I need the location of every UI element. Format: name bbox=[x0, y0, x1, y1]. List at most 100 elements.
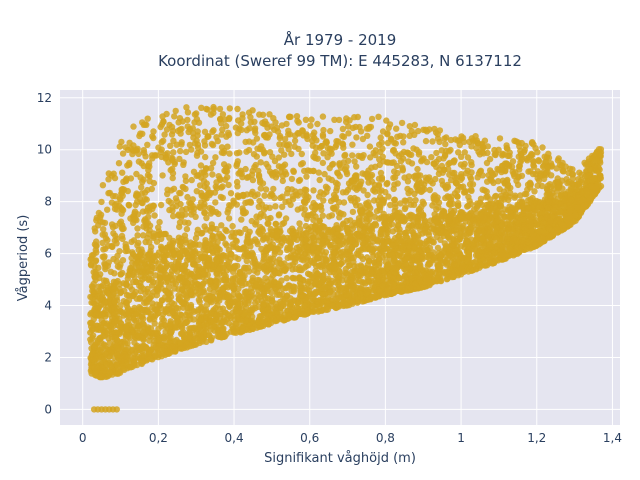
scatter-point bbox=[212, 199, 219, 206]
scatter-point bbox=[291, 137, 299, 144]
scatter-point bbox=[119, 169, 126, 176]
scatter-point bbox=[133, 192, 140, 199]
scatter-point bbox=[158, 139, 165, 146]
scatter-point bbox=[87, 256, 94, 263]
scatter-point bbox=[207, 165, 215, 172]
scatter-point bbox=[264, 220, 271, 227]
scatter-point bbox=[454, 193, 461, 200]
scatter-point bbox=[93, 238, 100, 245]
scatter-point bbox=[364, 191, 371, 199]
scatter-point bbox=[406, 222, 413, 229]
scatter-point bbox=[375, 113, 382, 121]
scatter-point bbox=[430, 239, 437, 246]
scatter-point bbox=[144, 115, 151, 122]
scatter-point bbox=[411, 131, 418, 138]
scatter-point bbox=[132, 201, 139, 209]
scatter-point bbox=[377, 169, 385, 177]
scatter-point bbox=[314, 120, 321, 128]
scatter-point bbox=[324, 154, 331, 161]
scatter-point bbox=[224, 143, 231, 150]
scatter-point bbox=[327, 127, 334, 135]
scatter-point bbox=[138, 190, 145, 197]
scatter-point bbox=[277, 194, 284, 202]
scatter-point bbox=[438, 177, 446, 185]
scatter-point bbox=[90, 251, 97, 258]
scatter-point bbox=[286, 131, 294, 138]
scatter-point bbox=[111, 202, 119, 209]
scatter-point bbox=[255, 167, 262, 175]
scatter-point bbox=[272, 203, 279, 210]
scatter-point bbox=[242, 245, 249, 253]
scatter-point bbox=[460, 138, 468, 145]
scatter-point bbox=[177, 147, 184, 155]
scatter-point bbox=[473, 137, 480, 144]
scatter-point bbox=[319, 131, 327, 138]
scatter-point bbox=[227, 190, 235, 197]
scatter-point bbox=[173, 202, 180, 210]
scatter-point bbox=[259, 119, 266, 127]
scatter-point bbox=[278, 277, 285, 284]
scatter-point bbox=[264, 124, 271, 131]
scatter-point bbox=[392, 200, 399, 207]
scatter-point bbox=[184, 109, 192, 116]
scatter-point bbox=[171, 113, 178, 120]
scatter-point bbox=[255, 173, 263, 180]
scatter-point bbox=[339, 141, 347, 148]
scatter-point bbox=[442, 194, 449, 202]
scatter-point bbox=[490, 179, 497, 187]
scatter-point bbox=[481, 137, 489, 144]
scatter-point bbox=[170, 185, 178, 192]
scatter-point bbox=[216, 105, 224, 113]
scatter-point bbox=[302, 222, 310, 230]
scatter-point bbox=[128, 254, 135, 262]
scatter-point bbox=[175, 211, 182, 218]
scatter-point bbox=[416, 205, 423, 213]
scatter-point bbox=[162, 155, 169, 162]
scatter-point bbox=[218, 149, 226, 156]
scatter-point bbox=[115, 160, 123, 167]
scatter-point bbox=[201, 128, 209, 135]
scatter-point bbox=[159, 172, 166, 179]
scatter-point bbox=[566, 165, 574, 172]
scatter-point bbox=[392, 140, 399, 147]
scatter-point bbox=[310, 167, 317, 175]
scatter-point bbox=[401, 205, 409, 213]
scatter-point bbox=[408, 151, 415, 158]
scatter-point bbox=[420, 126, 427, 133]
scatter-point bbox=[100, 254, 108, 262]
scatter-point bbox=[558, 162, 565, 169]
scatter-point bbox=[535, 157, 542, 164]
scatter-point bbox=[517, 158, 524, 166]
chart-title-line1: År 1979 - 2019 bbox=[284, 30, 397, 49]
scatter-point bbox=[531, 188, 538, 195]
scatter-point bbox=[112, 232, 119, 240]
scatter-point bbox=[465, 193, 472, 201]
scatter-point bbox=[353, 172, 360, 179]
scatter-point bbox=[218, 222, 225, 229]
scatter-point bbox=[200, 177, 208, 185]
scatter-point bbox=[168, 154, 175, 162]
scatter-point bbox=[235, 170, 242, 177]
scatter-point bbox=[201, 203, 208, 211]
scatter-point bbox=[222, 168, 229, 175]
scatter-point bbox=[364, 132, 371, 139]
scatter-point bbox=[261, 192, 268, 199]
scatter-point bbox=[337, 164, 345, 171]
scatter-point bbox=[145, 166, 152, 174]
scatter-point bbox=[532, 145, 539, 152]
scatter-point bbox=[225, 206, 232, 213]
scatter-point bbox=[184, 193, 191, 201]
scatter-point bbox=[257, 159, 264, 166]
scatter-point bbox=[137, 130, 144, 137]
scatter-point bbox=[218, 120, 225, 127]
scatter-point bbox=[146, 337, 153, 344]
scatter-point bbox=[210, 103, 217, 111]
scatter-point bbox=[370, 149, 377, 157]
scatter-point bbox=[460, 189, 468, 196]
scatter-point bbox=[331, 116, 338, 124]
scatter-point bbox=[93, 217, 100, 224]
scatter-point bbox=[397, 200, 404, 207]
scatter-point bbox=[194, 141, 202, 148]
scatter-point bbox=[225, 215, 233, 222]
scatter-point bbox=[278, 147, 285, 154]
